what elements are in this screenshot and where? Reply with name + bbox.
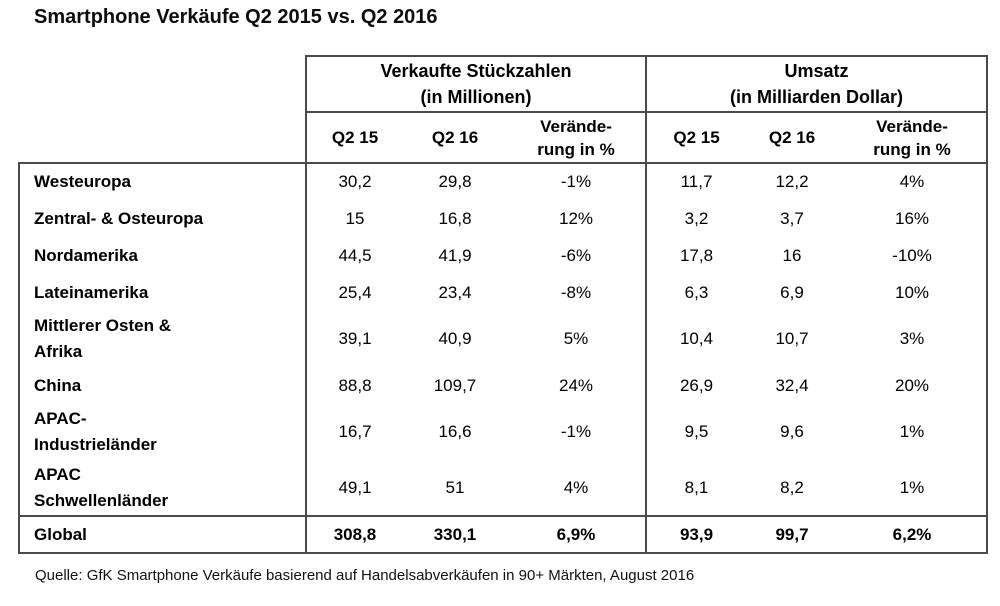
- table-footer-body: Global 308,8 330,1 6,9% 93,9 99,7 6,2%: [18, 515, 989, 554]
- value-cell: 11,7: [645, 162, 746, 200]
- value-cell: 17,8: [645, 237, 746, 274]
- region-cell: China: [18, 367, 306, 404]
- value-cell: 308,8: [305, 515, 403, 554]
- value-cell: 8,2: [780, 477, 804, 497]
- value-cell: 10,7: [775, 329, 809, 348]
- table-header: Verkaufte Stückzahlen (in Millionen) Ums…: [19, 55, 989, 164]
- value-cell: 93,9: [645, 515, 746, 554]
- value-cell: 39,1: [305, 311, 403, 367]
- value-cell: 41,9: [438, 245, 472, 265]
- value-cell: 1%: [838, 460, 989, 516]
- value-cell: 49,1: [305, 460, 403, 516]
- group-header-revenue: Umsatz (in Milliarden Dollar): [646, 55, 989, 113]
- value-cell: -10%: [838, 237, 989, 274]
- region-cell: APAC- Industrieländer: [18, 404, 306, 460]
- page-title: Smartphone Verkäufe Q2 2015 vs. Q2 2016: [34, 6, 438, 28]
- table-body: Westeuropa 30,2 29,8 -1% 11,7 12,2 4% Zentral- …: [18, 162, 989, 516]
- col-header-revenue-q216: Q2 16: [746, 112, 838, 164]
- value-cell: 6,9%: [507, 515, 646, 554]
- group-header-row: Verkaufte Stückzahlen (in Millionen) Ums…: [19, 55, 989, 113]
- sales-table: Verkaufte Stückzahlen (in Millionen) Ums…: [18, 55, 989, 554]
- value-cell: 10%: [838, 274, 989, 311]
- value-cell: 3%: [838, 311, 989, 367]
- value-cell: 8,1: [645, 460, 746, 516]
- source-caption: Quelle: GfK Smartphone Verkäufe basieren…: [35, 567, 695, 584]
- total-row: Global 308,8 330,1 6,9% 93,9 99,7 6,2%: [18, 515, 989, 554]
- col-header-units-q215: Q2 15: [305, 112, 403, 164]
- table-row: Lateinamerika 25,4 23,4 -8% 6,3 6,9 10%: [18, 274, 989, 311]
- value-cell: 6,2%: [838, 515, 989, 554]
- value-cell: 26,9: [645, 367, 746, 404]
- value-cell: 24%: [558, 375, 594, 395]
- value-cell: -1%: [507, 162, 646, 200]
- col-header-units-change: Verände- rung in %: [507, 112, 646, 164]
- sub-header-row: Q2 15 Q2 16 Verände- rung in % Q2 15 Q2 …: [19, 112, 989, 164]
- value-cell: 16,8: [438, 208, 472, 228]
- col-header-units-q216: Q2 16: [403, 112, 507, 164]
- value-cell: 16: [782, 245, 802, 265]
- table-row: China 88,8 109,7 24% 26,9 32,4 20%: [18, 367, 989, 404]
- value-cell: 16,7: [305, 404, 403, 460]
- value-cell: 40,9: [438, 329, 472, 348]
- value-cell: 16,6: [438, 422, 472, 441]
- value-cell: 30,2: [305, 162, 403, 200]
- region-cell: Global: [18, 515, 306, 554]
- region-cell: APAC Schwellenländer: [18, 460, 306, 516]
- value-cell: 29,8: [403, 162, 507, 200]
- corner-cell: [19, 56, 306, 163]
- value-cell: 99,7: [746, 515, 838, 554]
- value-cell: 4%: [563, 477, 589, 497]
- col-header-revenue-q215: Q2 15: [645, 112, 746, 164]
- value-cell: 20%: [838, 367, 989, 404]
- table-row: APAC- Industrieländer 16,7 16,6 -1% 9,5 9,6 1%: [18, 404, 989, 460]
- value-cell: 3,7: [780, 208, 804, 228]
- value-cell: 9,5: [645, 404, 746, 460]
- value-cell: 12%: [558, 208, 594, 228]
- value-cell: -8%: [560, 282, 592, 302]
- value-cell: 6,3: [645, 274, 746, 311]
- value-cell: -6%: [560, 245, 592, 265]
- value-cell: 25,4: [305, 274, 403, 311]
- region-cell: Mittlerer Osten & Afrika: [18, 311, 306, 367]
- table-row: APAC Schwellenländer 49,1 51 4% 8,1 8,2 1%: [18, 460, 989, 516]
- region-cell: Zentral- & Osteuropa: [18, 200, 306, 237]
- col-header-revenue-change: Verände- rung in %: [838, 112, 989, 164]
- region-cell: Westeuropa: [18, 162, 306, 200]
- value-cell: 4%: [838, 162, 989, 200]
- value-cell: 5%: [563, 329, 589, 348]
- value-cell: 23,4: [438, 282, 472, 302]
- value-cell: 12,2: [746, 162, 838, 200]
- value-cell: -1%: [560, 422, 592, 441]
- group-header-units: Verkaufte Stückzahlen (in Millionen): [305, 55, 647, 113]
- value-cell: 330,1: [403, 515, 507, 554]
- value-cell: 6,9: [780, 282, 804, 302]
- table-row: Mittlerer Osten & Afrika 39,1 40,9 5% 10,4 10…: [18, 311, 989, 367]
- region-cell: Lateinamerika: [18, 274, 306, 311]
- table-row: Westeuropa 30,2 29,8 -1% 11,7 12,2 4%: [18, 162, 989, 200]
- value-cell: 88,8: [305, 367, 403, 404]
- value-cell: 15: [305, 200, 403, 237]
- value-cell: 9,6: [780, 422, 804, 441]
- value-cell: 44,5: [305, 237, 403, 274]
- value-cell: 10,4: [645, 311, 746, 367]
- region-cell: Nordamerika: [18, 237, 306, 274]
- value-cell: 109,7: [433, 375, 477, 395]
- value-cell: 1%: [838, 404, 989, 460]
- value-cell: 16%: [838, 200, 989, 237]
- table-row: Nordamerika 44,5 41,9 -6% 17,8 16 -10%: [18, 237, 989, 274]
- value-cell: 3,2: [645, 200, 746, 237]
- value-cell: 32,4: [775, 375, 809, 395]
- value-cell: 51: [445, 477, 465, 497]
- table-row: Zentral- & Osteuropa 15 16,8 12% 3,2 3,7 16%: [18, 200, 989, 237]
